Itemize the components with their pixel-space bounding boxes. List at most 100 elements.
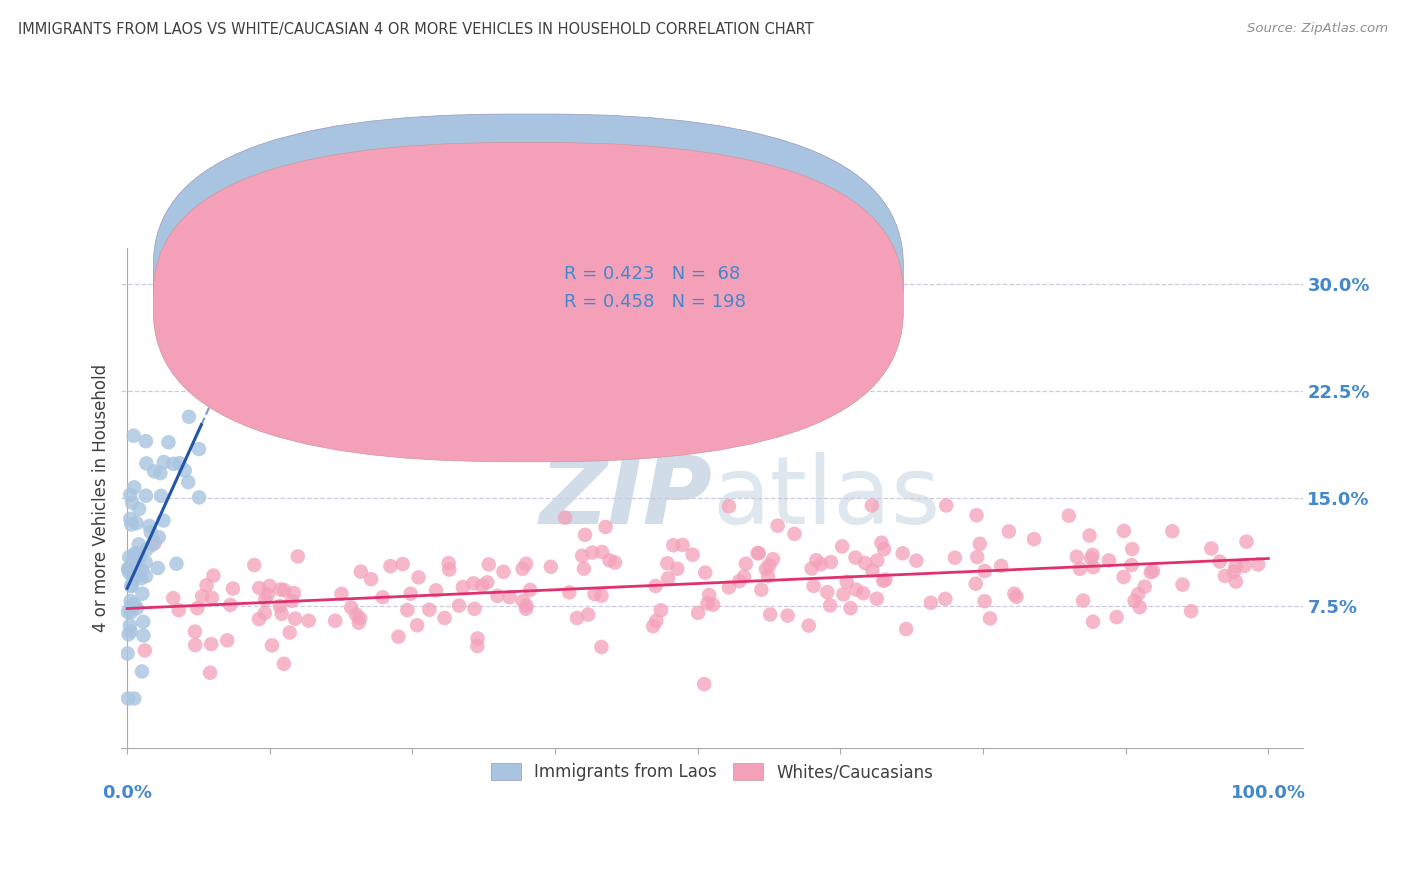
Point [519, 582, 541, 597]
Point [662, 538, 685, 552]
Text: ZIP: ZIP [538, 452, 711, 544]
Point [135, 434, 157, 449]
Point [153, 455, 176, 469]
Point [873, 542, 896, 557]
Point [186, 601, 208, 615]
Point [387, 630, 409, 644]
Point [872, 574, 894, 588]
Point [756, 569, 779, 583]
Point [148, 530, 170, 544]
Point [762, 552, 785, 566]
Point [1223, 565, 1246, 579]
Point [831, 540, 853, 554]
Point [184, 638, 207, 652]
Point [1129, 600, 1152, 615]
Point [270, 582, 292, 597]
Point [860, 499, 883, 513]
Point [486, 589, 509, 603]
Point [1140, 566, 1163, 580]
Point [287, 549, 309, 564]
Point [595, 520, 617, 534]
Point [515, 599, 537, 613]
Point [278, 625, 301, 640]
Point [350, 565, 373, 579]
Point [396, 603, 419, 617]
Point [565, 611, 588, 625]
Point [558, 585, 581, 599]
Point [129, 571, 152, 585]
Point [122, 553, 145, 567]
Point [188, 491, 211, 505]
Point [219, 598, 242, 612]
Point [759, 607, 782, 622]
Point [131, 587, 153, 601]
Point [120, 624, 142, 639]
Point [1180, 604, 1202, 618]
Point [122, 480, 145, 494]
Point [682, 548, 704, 562]
Point [121, 578, 143, 592]
Point [152, 514, 174, 528]
Point [973, 564, 995, 578]
Point [512, 594, 534, 608]
Point [132, 615, 155, 629]
Point [117, 561, 139, 575]
Point [330, 587, 353, 601]
Point [347, 615, 370, 630]
Point [1071, 593, 1094, 607]
Point [1066, 549, 1088, 564]
Point [803, 579, 825, 593]
Point [439, 562, 461, 576]
Point [1121, 558, 1143, 573]
Point [815, 585, 838, 599]
Point [120, 512, 142, 526]
Point [135, 489, 157, 503]
Point [571, 549, 593, 563]
Point [253, 606, 276, 620]
Point [169, 456, 191, 470]
Point [905, 554, 928, 568]
Point [187, 442, 209, 456]
Point [162, 591, 184, 606]
Point [124, 547, 146, 561]
Point [131, 665, 153, 679]
Point [135, 555, 157, 569]
Point [758, 558, 780, 573]
Point [447, 599, 470, 613]
Point [749, 582, 772, 597]
Point [1123, 594, 1146, 608]
Point [650, 603, 672, 617]
Point [702, 598, 724, 612]
Point [120, 579, 142, 593]
FancyBboxPatch shape [482, 251, 824, 326]
Point [818, 599, 841, 613]
Point [425, 583, 447, 598]
Point [186, 376, 208, 390]
Point [820, 555, 842, 569]
Point [146, 561, 169, 575]
Point [599, 553, 621, 567]
Point [298, 614, 321, 628]
Point [256, 588, 278, 602]
Point [1069, 562, 1091, 576]
Point [515, 601, 537, 615]
Point [184, 624, 207, 639]
Point [1083, 560, 1105, 574]
Point [1209, 555, 1232, 569]
Point [693, 677, 716, 691]
Point [143, 464, 166, 478]
Point [478, 558, 501, 572]
Point [894, 622, 917, 636]
Point [1133, 580, 1156, 594]
Point [157, 435, 180, 450]
Point [138, 519, 160, 533]
Point [998, 524, 1021, 539]
Point [131, 564, 153, 578]
Point [125, 601, 148, 615]
Point [254, 592, 277, 607]
Point [853, 556, 876, 570]
Point [891, 546, 914, 560]
Point [492, 565, 515, 579]
Point [284, 612, 307, 626]
Point [270, 607, 292, 621]
